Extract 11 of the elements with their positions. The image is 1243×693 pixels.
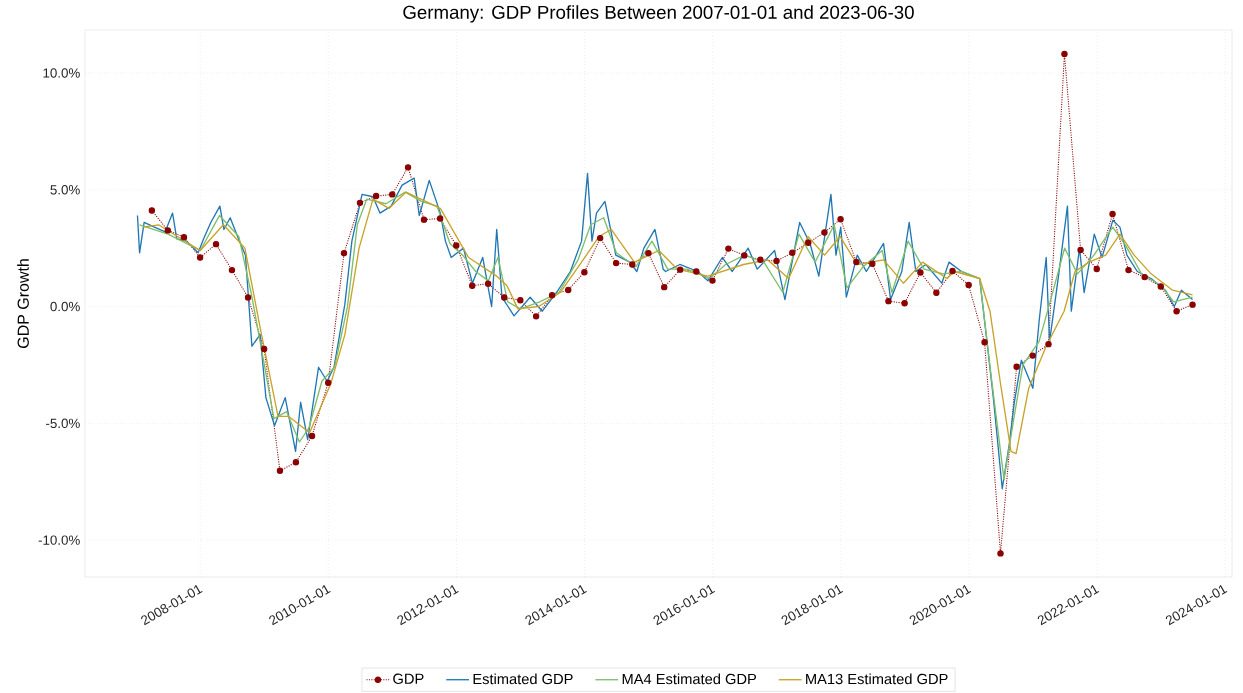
legend-label: Estimated GDP (473, 673, 573, 685)
chart-title: Germany: GDP Profiles Between 2007-01-01 and 2023-06-30 (403, 5, 914, 23)
legend-label: MA4 Estimated GDP (622, 673, 757, 685)
y-axis-title: GDP Growth (17, 259, 29, 349)
y-tick-label: 5.0% (50, 185, 80, 195)
y-tick-label: -5.0% (46, 418, 80, 429)
legend-label: MA13 Estimated GDP (806, 673, 948, 685)
y-tick-label: 0.0% (50, 301, 80, 312)
y-tick-label: 10.0% (43, 68, 80, 78)
legend-label: GDP (393, 673, 424, 684)
y-tick-label: -10.0% (38, 535, 80, 545)
